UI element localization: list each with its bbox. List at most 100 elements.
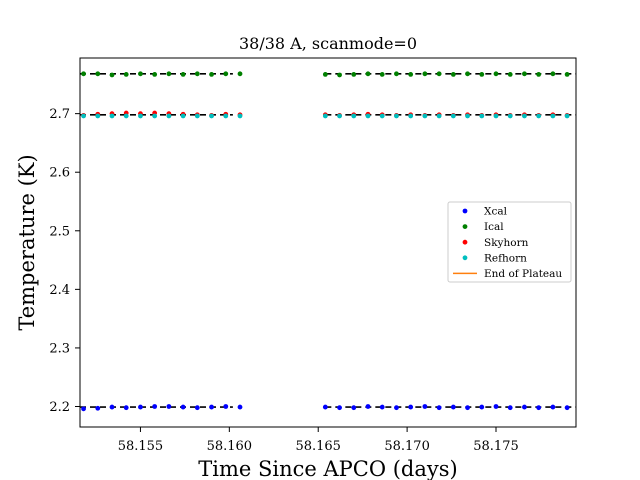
point-ical: [536, 72, 542, 77]
point-refhorn: [379, 113, 385, 119]
point-xcal: [337, 405, 342, 411]
point-ical: [564, 72, 570, 77]
point-refhorn: [237, 113, 243, 119]
point-ical: [479, 72, 485, 77]
point-xcal: [81, 406, 86, 412]
point-xcal: [522, 404, 527, 410]
point-ical: [81, 71, 86, 77]
legend: Xcal Ical Skyhorn Refhorn End of Plateau: [447, 201, 572, 283]
point-ical: [394, 71, 399, 77]
point-ical: [237, 71, 243, 77]
point-xcal: [180, 404, 186, 410]
point-refhorn: [322, 113, 328, 119]
point-ical: [465, 71, 470, 77]
point-refhorn: [109, 113, 115, 119]
point-refhorn: [465, 113, 470, 119]
plot-frame: [79, 57, 577, 428]
point-refhorn: [194, 113, 200, 119]
point-xcal: [465, 405, 470, 411]
point-ical: [450, 72, 456, 77]
point-refhorn: [209, 113, 214, 119]
point-refhorn: [493, 113, 499, 119]
point-ical: [422, 71, 428, 77]
point-refhorn: [81, 113, 86, 119]
chart-title: 38/38 A, scanmode=0: [239, 34, 417, 53]
point-xcal: [408, 404, 414, 410]
legend-label-ical: Ical: [484, 221, 504, 233]
point-xcal: [379, 404, 385, 410]
point-xcal: [493, 404, 499, 409]
point-refhorn: [180, 113, 186, 119]
point-xcal: [138, 404, 143, 410]
legend-marker-ical: [462, 224, 468, 230]
point-refhorn: [152, 113, 158, 119]
point-ical: [379, 72, 385, 77]
plot-layer: 58.155 58.160 58.165 58.170 58.175 2.2 2.3 2.4 2…: [15, 34, 584, 480]
legend-label-end-of-plateau: End of Plateau: [484, 268, 562, 280]
point-ical: [579, 71, 584, 76]
point-refhorn: [95, 113, 101, 119]
point-ical: [322, 72, 328, 77]
point-ical: [180, 72, 186, 77]
point-xcal: [536, 405, 542, 411]
point-refhorn: [166, 113, 172, 119]
point-ical: [522, 71, 527, 77]
point-ical: [337, 72, 342, 78]
point-xcal: [109, 404, 115, 410]
point-ical: [408, 72, 414, 77]
point-refhorn: [365, 113, 371, 119]
point-ical: [152, 72, 158, 77]
point-ical: [109, 72, 115, 78]
x-tick-label: 58.175: [473, 439, 519, 454]
point-xcal: [550, 404, 556, 410]
point-refhorn: [408, 113, 414, 119]
legend-marker-xcal: [462, 208, 468, 214]
point-ical: [351, 72, 357, 77]
point-xcal: [194, 405, 200, 411]
point-refhorn: [507, 113, 513, 119]
point-refhorn: [450, 113, 456, 119]
point-xcal: [166, 404, 172, 409]
legend-label-xcal: Xcal: [484, 206, 508, 218]
point-xcal: [322, 404, 328, 410]
point-ical: [493, 71, 499, 77]
point-ical: [166, 71, 172, 77]
point-ical: [194, 71, 200, 77]
x-axis-label: Time Since APCO (days): [198, 457, 457, 480]
point-xcal: [436, 405, 442, 411]
point-xcal: [422, 404, 428, 409]
point-refhorn: [564, 113, 570, 119]
point-xcal: [365, 404, 371, 409]
point-ical: [123, 72, 129, 77]
point-ical: [223, 71, 229, 77]
point-refhorn: [436, 113, 442, 119]
point-ical: [365, 71, 371, 77]
x-tick-label: 58.155: [118, 439, 164, 454]
point-refhorn: [522, 113, 527, 119]
legend-marker-refhorn: [462, 255, 468, 261]
point-xcal: [209, 404, 214, 410]
point-ical: [507, 72, 513, 77]
point-refhorn: [394, 113, 399, 119]
point-xcal: [223, 404, 229, 409]
point-xcal: [351, 405, 357, 411]
x-tick-label: 58.160: [207, 439, 253, 454]
y-tick-label: 2.6: [49, 166, 70, 181]
point-refhorn: [138, 113, 143, 119]
y-tick-label: 2.5: [49, 224, 70, 239]
point-xcal: [564, 405, 570, 411]
point-ical: [550, 71, 556, 77]
y-tick-label: 2.7: [49, 107, 70, 122]
point-refhorn: [123, 113, 129, 119]
point-xcal: [507, 405, 513, 411]
point-ical: [436, 71, 442, 77]
point-xcal: [479, 404, 485, 410]
point-ical: [95, 71, 101, 77]
point-refhorn: [223, 113, 229, 119]
y-tick-label: 2.4: [49, 283, 70, 298]
legend-marker-skyhorn: [462, 239, 468, 245]
point-ical: [138, 71, 143, 77]
point-xcal: [237, 404, 243, 410]
y-tick-label: 2.3: [49, 341, 70, 356]
